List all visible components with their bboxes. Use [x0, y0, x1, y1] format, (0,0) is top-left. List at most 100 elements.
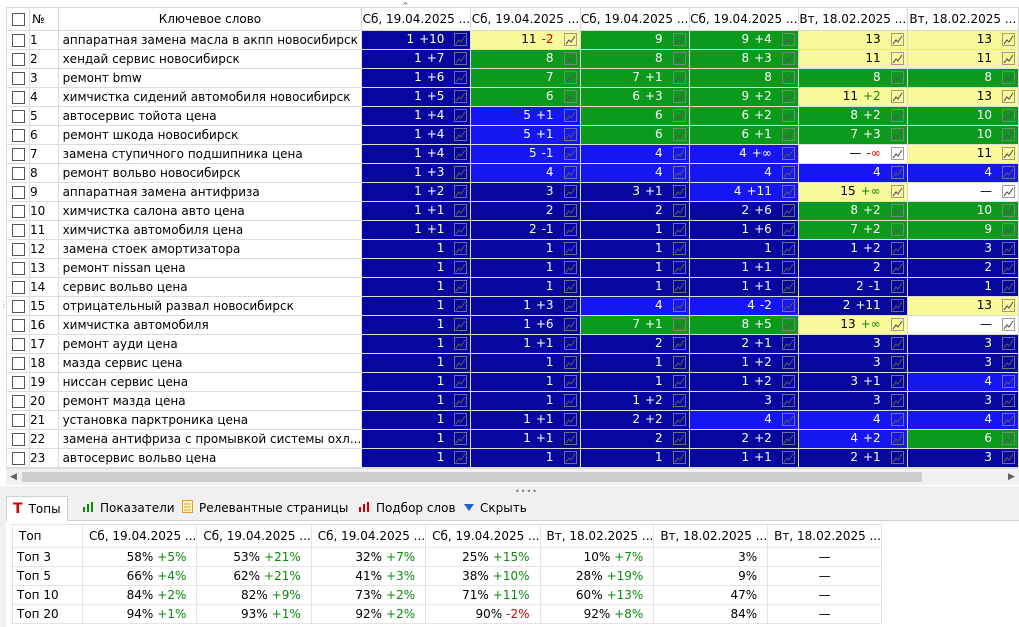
- trend-chart-icon[interactable]: [1002, 109, 1015, 122]
- trend-chart-icon[interactable]: [563, 185, 577, 198]
- trend-chart-icon[interactable]: [672, 33, 686, 46]
- trend-chart-icon[interactable]: [1002, 356, 1015, 369]
- position-cell[interactable]: 7 +3: [797, 125, 908, 145]
- position-cell[interactable]: 11: [797, 49, 908, 69]
- trend-chart-icon[interactable]: [1002, 90, 1015, 103]
- position-cell[interactable]: 1: [579, 220, 690, 240]
- trend-chart-icon[interactable]: [563, 318, 577, 331]
- position-cell[interactable]: 1 +4: [361, 144, 472, 164]
- trend-chart-icon[interactable]: [563, 52, 577, 65]
- trend-chart-icon[interactable]: [454, 109, 468, 122]
- position-cell[interactable]: 4 +2: [797, 429, 908, 449]
- position-cell[interactable]: 1 +1: [361, 201, 472, 221]
- trend-chart-icon[interactable]: [454, 299, 468, 312]
- trend-chart-icon[interactable]: [672, 413, 686, 426]
- position-cell[interactable]: 3 +1: [579, 182, 690, 202]
- trend-chart-icon[interactable]: [890, 261, 904, 274]
- position-cell[interactable]: 2: [579, 429, 690, 449]
- position-cell[interactable]: 2 -1: [470, 220, 581, 240]
- trend-chart-icon[interactable]: [781, 109, 795, 122]
- table-row[interactable]: 13 ремонт nissan цена 1 1 1 1 +1 2 2: [6, 258, 1019, 278]
- trend-chart-icon[interactable]: [672, 90, 686, 103]
- table-row[interactable]: 5 автосервис тойота цена 1 +4 5 +1 6 6 +2 8 +2 10: [6, 106, 1019, 126]
- position-cell[interactable]: 1 +6: [470, 315, 581, 335]
- position-cell[interactable]: 1 +2: [361, 182, 472, 202]
- row-checkbox[interactable]: [6, 334, 30, 354]
- trend-chart-icon[interactable]: [781, 432, 795, 445]
- position-cell[interactable]: 3: [797, 391, 908, 411]
- table-row[interactable]: 21 установка парктроника цена 1 1 +1 2 +2 4 4 4: [6, 410, 1019, 430]
- trend-chart-icon[interactable]: [890, 432, 904, 445]
- position-cell[interactable]: 4: [470, 163, 581, 183]
- trend-chart-icon[interactable]: [672, 337, 686, 350]
- row-checkbox[interactable]: [6, 410, 30, 430]
- position-cell[interactable]: 8: [470, 49, 581, 69]
- position-cell[interactable]: 4: [579, 296, 690, 316]
- position-cell[interactable]: 1 +1: [470, 410, 581, 430]
- trend-chart-icon[interactable]: [781, 299, 795, 312]
- trend-chart-icon[interactable]: [890, 242, 904, 255]
- position-cell[interactable]: 1: [361, 315, 472, 335]
- position-cell[interactable]: 1 +4: [361, 125, 472, 145]
- trend-chart-icon[interactable]: [563, 128, 577, 141]
- trend-chart-icon[interactable]: [454, 71, 468, 84]
- position-cell[interactable]: 13: [906, 296, 1019, 316]
- position-cell[interactable]: 7 +2: [797, 220, 908, 240]
- position-cell[interactable]: 2 +11: [797, 296, 908, 316]
- trend-chart-icon[interactable]: [1002, 318, 1015, 331]
- trend-chart-icon[interactable]: [563, 394, 577, 407]
- table-row[interactable]: 19 ниссан сервис цена 1 1 1 1 +2 3 +1 4: [6, 372, 1019, 392]
- trend-chart-icon[interactable]: [563, 356, 577, 369]
- trend-chart-icon[interactable]: [672, 242, 686, 255]
- position-cell[interactable]: 1 +4: [361, 106, 472, 126]
- position-cell[interactable]: 1: [470, 372, 581, 392]
- trend-chart-icon[interactable]: [672, 166, 686, 179]
- trend-chart-icon[interactable]: [781, 242, 795, 255]
- position-cell[interactable]: —: [906, 182, 1019, 202]
- trend-chart-icon[interactable]: [672, 147, 686, 160]
- trend-chart-icon[interactable]: [563, 280, 577, 293]
- position-cell[interactable]: 6 +3: [579, 87, 690, 107]
- trend-chart-icon[interactable]: [781, 451, 795, 464]
- trend-chart-icon[interactable]: [1002, 337, 1015, 350]
- trend-chart-icon[interactable]: [781, 356, 795, 369]
- position-cell[interactable]: 1: [361, 353, 472, 373]
- trend-chart-icon[interactable]: [454, 204, 468, 217]
- position-cell[interactable]: 4: [688, 410, 799, 430]
- position-cell[interactable]: 4: [906, 372, 1019, 392]
- trend-chart-icon[interactable]: [672, 375, 686, 388]
- table-row[interactable]: 14 сервис вольво цена 1 1 1 1 +1 2 -1 1: [6, 277, 1019, 297]
- trend-chart-icon[interactable]: [890, 147, 904, 160]
- trend-chart-icon[interactable]: [563, 299, 577, 312]
- trend-chart-icon[interactable]: [781, 413, 795, 426]
- position-cell[interactable]: 8: [688, 68, 799, 88]
- position-cell[interactable]: 4 +11: [688, 182, 799, 202]
- trend-chart-icon[interactable]: [454, 90, 468, 103]
- horizontal-scrollbar[interactable]: ◀ ▶: [6, 468, 1019, 485]
- trend-chart-icon[interactable]: [890, 394, 904, 407]
- position-cell[interactable]: 1: [470, 277, 581, 297]
- scroll-right-icon[interactable]: ▶: [1008, 472, 1015, 482]
- position-cell[interactable]: 1 +2: [688, 353, 799, 373]
- position-cell[interactable]: 6 +2: [688, 106, 799, 126]
- trend-chart-icon[interactable]: [781, 375, 795, 388]
- trend-chart-icon[interactable]: [563, 204, 577, 217]
- row-checkbox[interactable]: [6, 296, 30, 316]
- table-row[interactable]: 7 замена ступичного подшипника цена 1 +4 5 -1…: [6, 144, 1019, 164]
- trend-chart-icon[interactable]: [781, 52, 795, 65]
- table-row[interactable]: 3 ремонт bmw 1 +6 7 7 +1 8 8 8: [6, 68, 1019, 88]
- position-cell[interactable]: 2 +1: [797, 448, 908, 468]
- row-checkbox[interactable]: [6, 68, 30, 88]
- position-cell[interactable]: 1: [361, 239, 472, 259]
- trend-chart-icon[interactable]: [1002, 33, 1015, 46]
- position-cell[interactable]: 5 +1: [470, 125, 581, 145]
- position-cell[interactable]: 11: [906, 144, 1019, 164]
- position-cell[interactable]: 1 +3: [361, 163, 472, 183]
- trend-chart-icon[interactable]: [672, 185, 686, 198]
- tops-header-date[interactable]: Сб, 19.04.2025 ...: [81, 524, 198, 548]
- row-checkbox[interactable]: [6, 448, 30, 468]
- position-cell[interactable]: 3: [906, 239, 1019, 259]
- trend-chart-icon[interactable]: [454, 413, 468, 426]
- trend-chart-icon[interactable]: [890, 52, 904, 65]
- tops-header-date[interactable]: Вт, 18.02.2025 ...: [767, 524, 882, 548]
